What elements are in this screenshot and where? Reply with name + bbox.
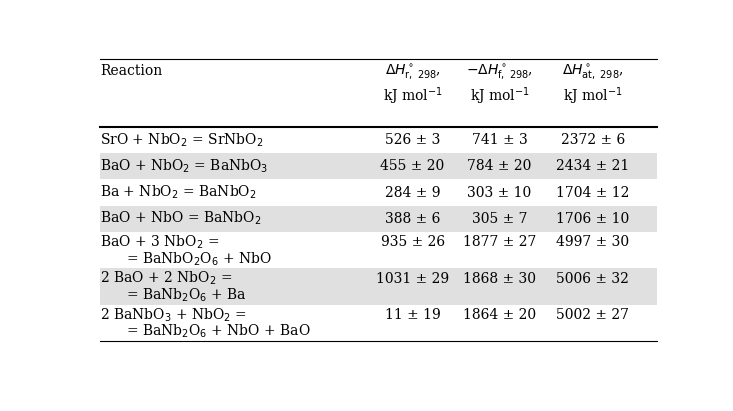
Text: 1031 ± 29: 1031 ± 29 xyxy=(376,272,449,286)
Text: 2372 ± 6: 2372 ± 6 xyxy=(561,133,625,147)
Text: 784 ± 20: 784 ± 20 xyxy=(468,159,531,173)
Text: 455 ± 20: 455 ± 20 xyxy=(380,159,445,173)
Text: SrO + NbO$_2$ = SrNbO$_2$: SrO + NbO$_2$ = SrNbO$_2$ xyxy=(100,131,264,149)
Text: 1877 ± 27: 1877 ± 27 xyxy=(463,235,537,249)
Text: 526 ± 3: 526 ± 3 xyxy=(385,133,441,147)
Text: 935 ± 26: 935 ± 26 xyxy=(380,235,445,249)
Text: Reaction: Reaction xyxy=(100,64,163,78)
Bar xyxy=(100,153,657,179)
Text: 11 ± 19: 11 ± 19 xyxy=(385,308,441,322)
Text: 4997 ± 30: 4997 ± 30 xyxy=(556,235,629,249)
Text: 5002 ± 27: 5002 ± 27 xyxy=(556,308,629,322)
Text: 1706 ± 10: 1706 ± 10 xyxy=(556,212,630,226)
Text: 1864 ± 20: 1864 ± 20 xyxy=(463,308,536,322)
Text: BaO + 3 NbO$_2$ =: BaO + 3 NbO$_2$ = xyxy=(100,233,219,251)
Text: kJ mol$^{-1}$: kJ mol$^{-1}$ xyxy=(563,86,622,107)
Text: $\Delta H^\circ_{\mathrm{r},\ 298}$,: $\Delta H^\circ_{\mathrm{r},\ 298}$, xyxy=(385,62,441,82)
Text: = BaNb$_2$O$_6$ + Ba: = BaNb$_2$O$_6$ + Ba xyxy=(126,286,247,304)
Text: kJ mol$^{-1}$: kJ mol$^{-1}$ xyxy=(470,86,529,107)
Text: 2 BaNbO$_3$ + NbO$_2$ =: 2 BaNbO$_3$ + NbO$_2$ = xyxy=(100,306,247,323)
Text: = BaNb$_2$O$_6$ + NbO + BaO: = BaNb$_2$O$_6$ + NbO + BaO xyxy=(126,323,310,340)
Text: kJ mol$^{-1}$: kJ mol$^{-1}$ xyxy=(383,86,443,107)
Text: 5006 ± 32: 5006 ± 32 xyxy=(556,272,629,286)
Text: 741 ± 3: 741 ± 3 xyxy=(471,133,527,147)
Text: Ba + NbO$_2$ = BaNbO$_2$: Ba + NbO$_2$ = BaNbO$_2$ xyxy=(100,184,257,201)
Text: BaO + NbO = BaNbO$_2$: BaO + NbO = BaNbO$_2$ xyxy=(100,210,262,228)
Text: 303 ± 10: 303 ± 10 xyxy=(468,185,531,199)
Text: = BaNbO$_2$O$_6$ + NbO: = BaNbO$_2$O$_6$ + NbO xyxy=(126,250,271,268)
Text: 284 ± 9: 284 ± 9 xyxy=(385,185,441,199)
Text: $\Delta H^\circ_{\mathrm{at},\ 298}$,: $\Delta H^\circ_{\mathrm{at},\ 298}$, xyxy=(562,62,624,82)
Text: $-\Delta H^\circ_{\mathrm{f},\ 298}$,: $-\Delta H^\circ_{\mathrm{f},\ 298}$, xyxy=(466,62,533,82)
Text: 305 ± 7: 305 ± 7 xyxy=(472,212,527,226)
Bar xyxy=(100,206,657,232)
Text: BaO + NbO$_2$ = BaNbO$_3$: BaO + NbO$_2$ = BaNbO$_3$ xyxy=(100,157,268,175)
Text: 1704 ± 12: 1704 ± 12 xyxy=(556,185,630,199)
Text: 388 ± 6: 388 ± 6 xyxy=(385,212,441,226)
Bar xyxy=(100,268,657,305)
Text: 2434 ± 21: 2434 ± 21 xyxy=(556,159,630,173)
Text: 2 BaO + 2 NbO$_2$ =: 2 BaO + 2 NbO$_2$ = xyxy=(100,270,232,287)
Text: 1868 ± 30: 1868 ± 30 xyxy=(463,272,536,286)
